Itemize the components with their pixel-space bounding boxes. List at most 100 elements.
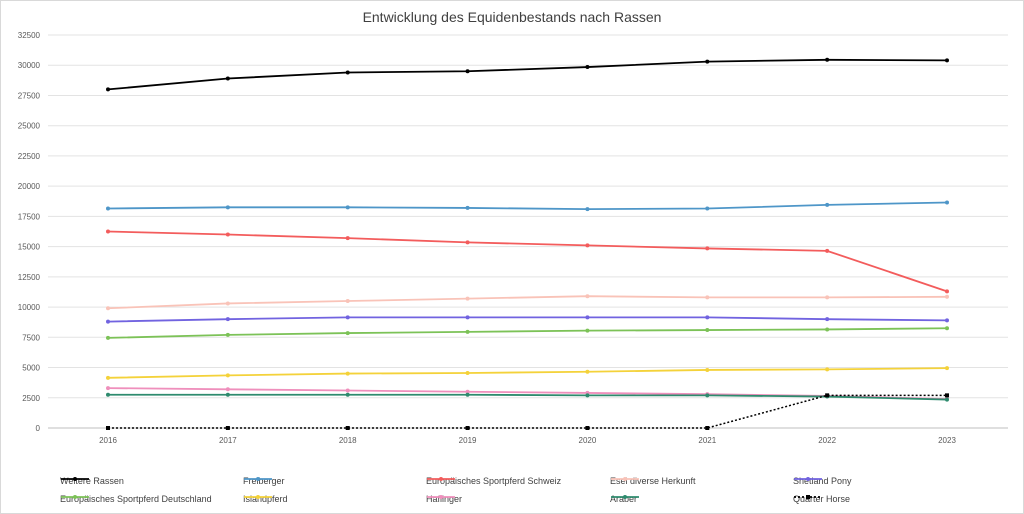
data-point — [106, 426, 110, 430]
legend-label: Islandpferd — [243, 494, 288, 504]
data-point — [465, 205, 470, 210]
data-point — [106, 229, 110, 234]
series-line — [107, 316, 948, 323]
data-point — [106, 375, 110, 380]
data-point — [345, 388, 350, 393]
data-point — [465, 392, 470, 397]
data-point — [345, 315, 350, 320]
legend-swatch — [427, 477, 455, 481]
legend-swatch — [794, 495, 822, 499]
chart-title: Entwicklung des Equidenbestands nach Ras… — [362, 9, 662, 25]
data-point — [465, 69, 470, 74]
y-tick-label: 5000 — [22, 364, 40, 373]
data-point — [705, 426, 710, 430]
legend-item: Quarter Horse — [793, 492, 850, 506]
data-point — [585, 294, 590, 299]
legend-item: Europäisches Sportpferd Schweiz — [426, 474, 561, 488]
y-tick-label: 32500 — [18, 31, 41, 40]
data-point — [705, 59, 710, 64]
data-point — [705, 367, 710, 372]
y-tick-label: 10000 — [18, 303, 41, 312]
legend-label: Araber — [610, 494, 638, 504]
x-tick-label: 2023 — [938, 436, 956, 445]
legend-item: Haflinger — [426, 492, 462, 506]
legend-item: Araber — [610, 492, 639, 506]
series-line — [107, 327, 948, 339]
data-point — [106, 87, 110, 92]
legend-label: Weitere Rassen — [60, 476, 124, 486]
data-point — [465, 296, 470, 301]
data-point — [945, 326, 949, 331]
data-point — [465, 370, 470, 375]
legend-label: Freiberger — [243, 476, 285, 486]
data-point — [825, 367, 830, 372]
data-point — [106, 386, 110, 391]
data-point — [825, 327, 830, 332]
data-point — [585, 65, 590, 70]
legend-swatch — [244, 495, 272, 499]
data-point — [465, 240, 470, 245]
data-point — [345, 426, 350, 430]
y-tick-label: 12500 — [18, 273, 41, 282]
data-point — [465, 426, 470, 430]
y-tick-label: 17500 — [18, 212, 41, 221]
data-point — [945, 200, 949, 205]
data-point — [225, 232, 230, 237]
legend-swatch — [244, 477, 272, 481]
data-point — [585, 426, 590, 430]
legend-item: Esel diverse Herkunft — [610, 474, 696, 488]
data-point — [225, 332, 230, 337]
legend-item: Freiberger — [243, 474, 285, 488]
legend-label: Shetland Pony — [793, 476, 852, 486]
data-point — [225, 205, 230, 210]
data-point — [345, 371, 350, 376]
x-tick-label: 2020 — [579, 436, 597, 445]
series-line — [107, 230, 948, 293]
legend-swatch — [611, 495, 639, 499]
series-line — [107, 58, 948, 91]
data-point — [825, 57, 830, 62]
data-point — [705, 393, 710, 398]
data-point — [705, 328, 710, 333]
data-point — [106, 392, 110, 397]
legend-label: Haflinger — [426, 494, 463, 504]
legend-swatch — [611, 477, 639, 481]
data-point — [825, 248, 830, 253]
data-point — [225, 426, 230, 430]
data-point — [345, 70, 350, 75]
x-tick-label: 2021 — [698, 436, 716, 445]
data-point — [106, 206, 110, 211]
data-point — [945, 366, 949, 371]
data-point — [585, 328, 590, 333]
data-point — [106, 335, 110, 340]
data-point — [945, 294, 949, 299]
data-point — [585, 243, 590, 248]
legend-swatch — [61, 495, 89, 499]
data-point — [345, 299, 350, 304]
legend-item: Islandpferd — [243, 492, 288, 506]
data-point — [945, 397, 949, 402]
data-point — [585, 315, 590, 320]
data-point — [465, 389, 470, 394]
y-tick-label: 30000 — [18, 61, 41, 70]
legend-swatch — [794, 477, 822, 481]
legend-swatch — [427, 495, 455, 499]
series-line — [108, 393, 948, 401]
legend-item: Shetland Pony — [793, 474, 852, 488]
data-point — [825, 393, 830, 398]
data-point — [225, 373, 230, 378]
x-tick-label: 2018 — [339, 436, 357, 445]
y-tick-label: 7500 — [22, 333, 40, 342]
data-point — [705, 295, 710, 300]
data-point — [825, 317, 830, 322]
legend-swatch — [61, 477, 89, 481]
x-tick-label: 2022 — [818, 436, 836, 445]
y-tick-label: 0 — [36, 424, 41, 433]
data-point — [945, 58, 949, 63]
data-point — [225, 301, 230, 306]
x-tick-label: 2019 — [459, 436, 477, 445]
data-point — [225, 392, 230, 397]
series-line — [107, 295, 948, 310]
y-tick-label: 22500 — [18, 152, 41, 161]
series-line — [107, 367, 948, 379]
